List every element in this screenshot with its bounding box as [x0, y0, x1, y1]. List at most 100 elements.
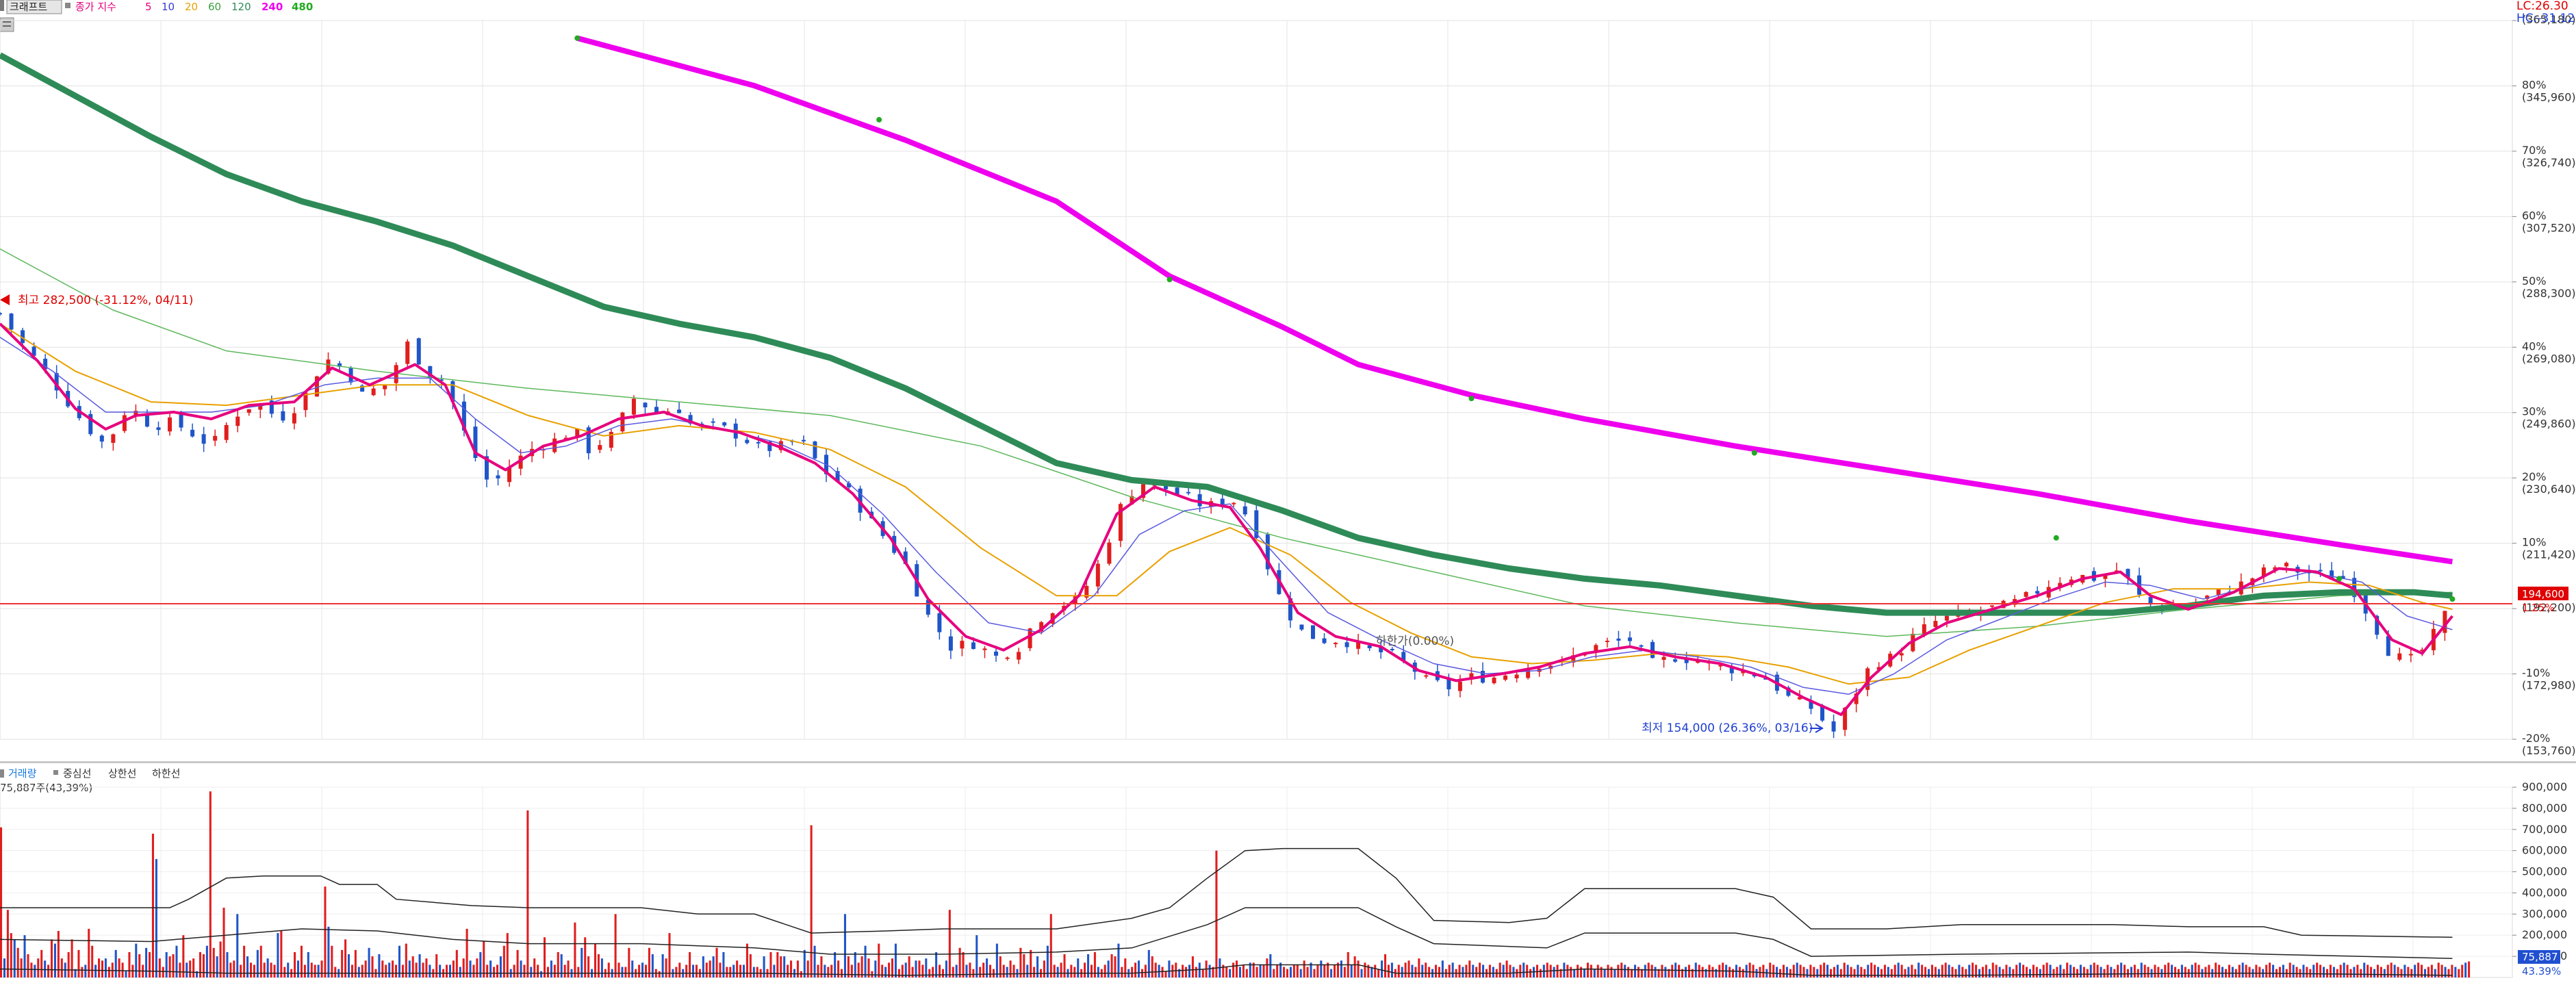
price-axis-pct: -10%: [2522, 667, 2550, 680]
volume-bar: [2241, 962, 2244, 977]
ma-period-20[interactable]: 20: [185, 1, 198, 13]
volume-bar: [1428, 967, 1431, 977]
ma-period-240[interactable]: 240: [262, 1, 283, 13]
volume-bar: [756, 967, 758, 977]
volume-bar: [209, 791, 212, 977]
volume-bar: [135, 943, 138, 977]
candle-body: [2318, 570, 2323, 572]
volume-axis: 900,000 800,000 700,000 600,000 500,000 400,0…: [2512, 780, 2567, 962]
volume-panel-grip-icon[interactable]: [0, 769, 4, 778]
volume-bar: [280, 931, 283, 977]
volume-bar: [560, 954, 563, 977]
volume-bar: [1222, 964, 1225, 977]
volume-bar: [1242, 964, 1245, 977]
volume-bar: [2323, 967, 2325, 977]
volume-bar: [1448, 964, 1451, 977]
ma-period-120[interactable]: 120: [231, 1, 251, 13]
volume-bar: [1614, 969, 1616, 977]
candle-body: [801, 439, 806, 442]
candle-body: [281, 411, 285, 421]
volume-bar: [2022, 964, 2025, 977]
candle-body: [1344, 642, 1349, 648]
volume-bar: [1289, 967, 1292, 977]
volume-bar: [1802, 967, 1805, 977]
current-price-pct: 1.25%: [2522, 602, 2555, 614]
candle-body: [960, 641, 965, 649]
candle-body: [88, 413, 93, 435]
candle-body: [0, 313, 2, 315]
volume-bar: [1650, 964, 1653, 977]
volume-bar: [2194, 962, 2197, 977]
ma-period-480[interactable]: 480: [292, 1, 313, 13]
volume-bar: [544, 937, 546, 977]
volume-current-tag: 75,887 43.39%: [2518, 950, 2561, 977]
volume-bar: [1657, 969, 1660, 977]
volume-bar: [114, 949, 117, 977]
volume-title[interactable]: 거래량: [8, 767, 37, 780]
volume-bar: [1492, 967, 1494, 977]
volume-bar: [1397, 964, 1400, 977]
volume-bar: [939, 964, 941, 977]
volume-bar: [88, 928, 90, 977]
volume-bar: [2208, 964, 2210, 977]
candle-body: [1843, 707, 1848, 730]
volume-bar: [229, 962, 232, 977]
candle-body: [1254, 510, 1259, 539]
settings-icon[interactable]: [0, 17, 14, 32]
volume-bar: [1306, 967, 1309, 977]
candle-body: [1944, 615, 1949, 621]
current-price-tag: 194,600 1.25%: [2518, 587, 2568, 614]
volume-bar: [1965, 969, 1967, 977]
volume-bar: [1425, 962, 1427, 977]
volume-bar: [1782, 964, 1785, 977]
candle-body: [314, 376, 319, 397]
panel-separator[interactable]: [0, 761, 2576, 763]
volume-bar: [884, 967, 887, 977]
volume-bar: [1522, 962, 1525, 977]
volume-bar: [1367, 964, 1370, 977]
price-axis: (365,180) 80%(345,960) 70%(326,740) 60%(307…: [2512, 13, 2576, 757]
volume-bar: [702, 956, 704, 977]
volume-bar: [448, 964, 451, 977]
volume-bar: [1185, 967, 1188, 977]
candle-body: [1401, 652, 1406, 661]
ma-legend-title[interactable]: 종가 지수: [75, 1, 116, 13]
volume-bar: [489, 960, 492, 977]
candle-body: [1639, 645, 1644, 647]
candle-body: [1356, 641, 1361, 649]
ma-period-5[interactable]: 5: [145, 1, 152, 13]
volume-bar: [287, 962, 290, 977]
volume-bar: [2063, 969, 2065, 977]
volume-bar: [1479, 962, 1481, 977]
volume-bar: [1850, 967, 1852, 977]
volume-bar: [1583, 969, 1586, 977]
volume-bar: [1198, 962, 1201, 977]
candle-body: [190, 429, 195, 437]
volume-bar: [486, 964, 489, 977]
volume-bar: [600, 958, 603, 977]
price-axis-pct: 20%: [2522, 470, 2547, 483]
volume-bar: [344, 939, 347, 977]
volume-center-band: [0, 907, 2453, 959]
volume-bar: [749, 954, 752, 977]
ma-period-60[interactable]: 60: [208, 1, 221, 13]
volume-bar: [678, 962, 681, 977]
panel-grip-icon[interactable]: [0, 0, 4, 11]
volume-bar: [1414, 967, 1417, 977]
volume-bar: [1813, 967, 1815, 977]
candle-body: [111, 434, 116, 443]
volume-bar: [1839, 969, 1842, 977]
candle-body: [416, 338, 421, 365]
volume-bar: [2454, 967, 2457, 977]
ma-period-10[interactable]: 10: [162, 1, 175, 13]
legend-marker-icon: [53, 770, 58, 775]
tab-craft[interactable]: [6, 0, 62, 14]
volume-bar: [1131, 967, 1134, 977]
price-axis-pct: -20%: [2522, 732, 2550, 745]
volume-bar: [1215, 850, 1218, 977]
low-arrow-icon: [1810, 724, 1824, 733]
volume-bar: [1934, 967, 1937, 977]
candle-body: [994, 651, 999, 656]
volume-bar: [745, 943, 748, 977]
candle-body: [1899, 653, 1904, 656]
